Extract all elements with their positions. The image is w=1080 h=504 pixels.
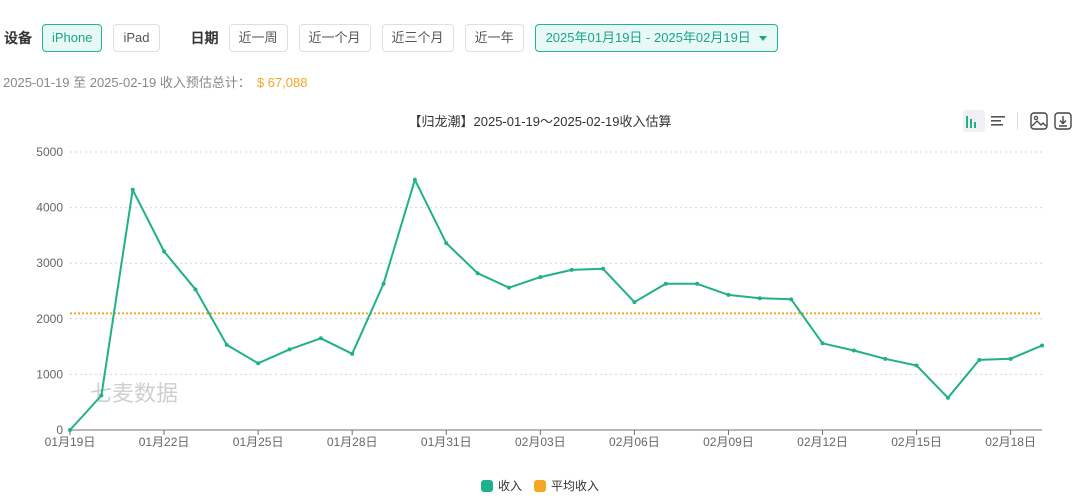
revenue-point	[757, 296, 762, 301]
caret-down-icon	[758, 35, 767, 41]
x-tick-label: 01月22日	[139, 435, 190, 449]
revenue-point	[977, 357, 982, 362]
revenue-point	[506, 285, 511, 290]
revenue-point	[256, 361, 261, 366]
revenue-point	[99, 393, 104, 398]
legend-item-average[interactable]: 平均收入	[534, 477, 599, 494]
y-tick-label: 5000	[36, 145, 63, 159]
legend-item-revenue[interactable]: 收入	[480, 477, 522, 494]
revenue-point	[224, 342, 229, 347]
y-tick-label: 2000	[36, 312, 63, 326]
revenue-point	[381, 281, 386, 286]
x-tick-label: 01月25日	[233, 435, 284, 449]
x-tick-label: 02月06日	[609, 435, 660, 449]
revenue-point	[193, 287, 198, 292]
x-tick-label: 02月03日	[515, 435, 566, 449]
x-tick-label: 02月09日	[703, 435, 754, 449]
grid-layer	[70, 151, 1042, 375]
revenue-point	[569, 267, 574, 272]
y-tick-label: 0	[56, 423, 63, 437]
revenue-point	[820, 341, 825, 346]
revenue-point	[1040, 343, 1044, 348]
revenue-point	[412, 177, 417, 182]
x-tick-label: 02月15日	[891, 435, 942, 449]
chart-legend: 收入 平均收入	[0, 477, 1080, 494]
revenue-point	[475, 271, 480, 276]
legend-label-revenue: 收入	[497, 479, 522, 493]
date-range-picker[interactable]: 2025年01月19日 - 2025年02月19日	[534, 24, 778, 52]
filter-bar: 设备 iPhone iPad 日期 近一周 近一个月 近三个月 近一年 2025…	[0, 22, 789, 54]
preset-year-button[interactable]: 近一年	[464, 24, 524, 52]
revenue-point	[350, 351, 355, 356]
y-tick-label: 1000	[36, 367, 63, 381]
axis-layer: 0 1000 2000 3000 4000 5000 01月19日 01月22日 01月25日 0…	[36, 145, 1042, 449]
save-image-icon[interactable]	[1028, 110, 1050, 132]
toolbox-divider	[1017, 112, 1018, 130]
preset-three-months-button[interactable]: 近三个月	[381, 24, 454, 52]
chart-title: 【归龙潮】2025-01-19～2025-02-19收入估算	[409, 114, 672, 129]
revenue-line	[69, 178, 1043, 431]
y-tick-label: 3000	[36, 256, 63, 270]
device-label: 设备	[4, 30, 32, 46]
revenue-point	[162, 249, 167, 254]
revenue-point	[695, 281, 700, 286]
summary-text: 2025-01-19 至 2025-02-19 收入预估总计：	[3, 75, 251, 90]
x-tick-label: 02月12日	[797, 435, 848, 449]
watermark: 七麦数据	[90, 382, 178, 407]
date-label: 日期	[190, 30, 219, 46]
revenue-point	[945, 395, 950, 400]
revenue-point	[601, 266, 606, 271]
revenue-point	[883, 356, 888, 361]
data-view-icon[interactable]	[987, 110, 1009, 132]
legend-label-average: 平均收入	[551, 479, 600, 493]
bar-line-toggle-icon[interactable]	[963, 110, 985, 132]
series-layer	[68, 177, 1044, 432]
download-icon[interactable]	[1052, 110, 1074, 132]
revenue-point	[663, 281, 668, 286]
revenue-point	[1008, 356, 1013, 361]
chart-toolbox	[961, 110, 1074, 132]
revenue-summary: 2025-01-19 至 2025-02-19 收入预估总计： $ 67,088	[3, 72, 307, 91]
device-ipad-button[interactable]: iPad	[113, 24, 160, 52]
date-range-value: 2025年01月19日 - 2025年02月19日	[545, 30, 751, 45]
revenue-point	[632, 300, 637, 305]
preset-month-button[interactable]: 近一个月	[298, 24, 371, 52]
revenue-point	[914, 363, 919, 368]
y-tick-label: 4000	[36, 201, 63, 215]
device-iphone-button[interactable]: iPhone	[42, 24, 103, 52]
revenue-point	[287, 347, 292, 352]
legend-swatch-average	[534, 479, 546, 492]
preset-week-button[interactable]: 近一周	[228, 24, 288, 52]
revenue-point	[538, 275, 543, 280]
x-tick-label: 01月31日	[421, 435, 472, 449]
revenue-point	[726, 292, 731, 297]
revenue-point	[318, 336, 323, 341]
x-tick-label: 01月19日	[45, 435, 96, 449]
x-tick-label: 01月28日	[327, 435, 378, 449]
revenue-point	[130, 187, 135, 192]
summary-amount: $ 67,088	[256, 75, 308, 90]
revenue-point	[851, 348, 856, 353]
revenue-point	[789, 297, 794, 302]
revenue-point	[444, 241, 449, 246]
revenue-point	[68, 428, 72, 432]
legend-swatch-revenue	[480, 479, 493, 492]
x-tick-label: 02月18日	[985, 435, 1036, 449]
